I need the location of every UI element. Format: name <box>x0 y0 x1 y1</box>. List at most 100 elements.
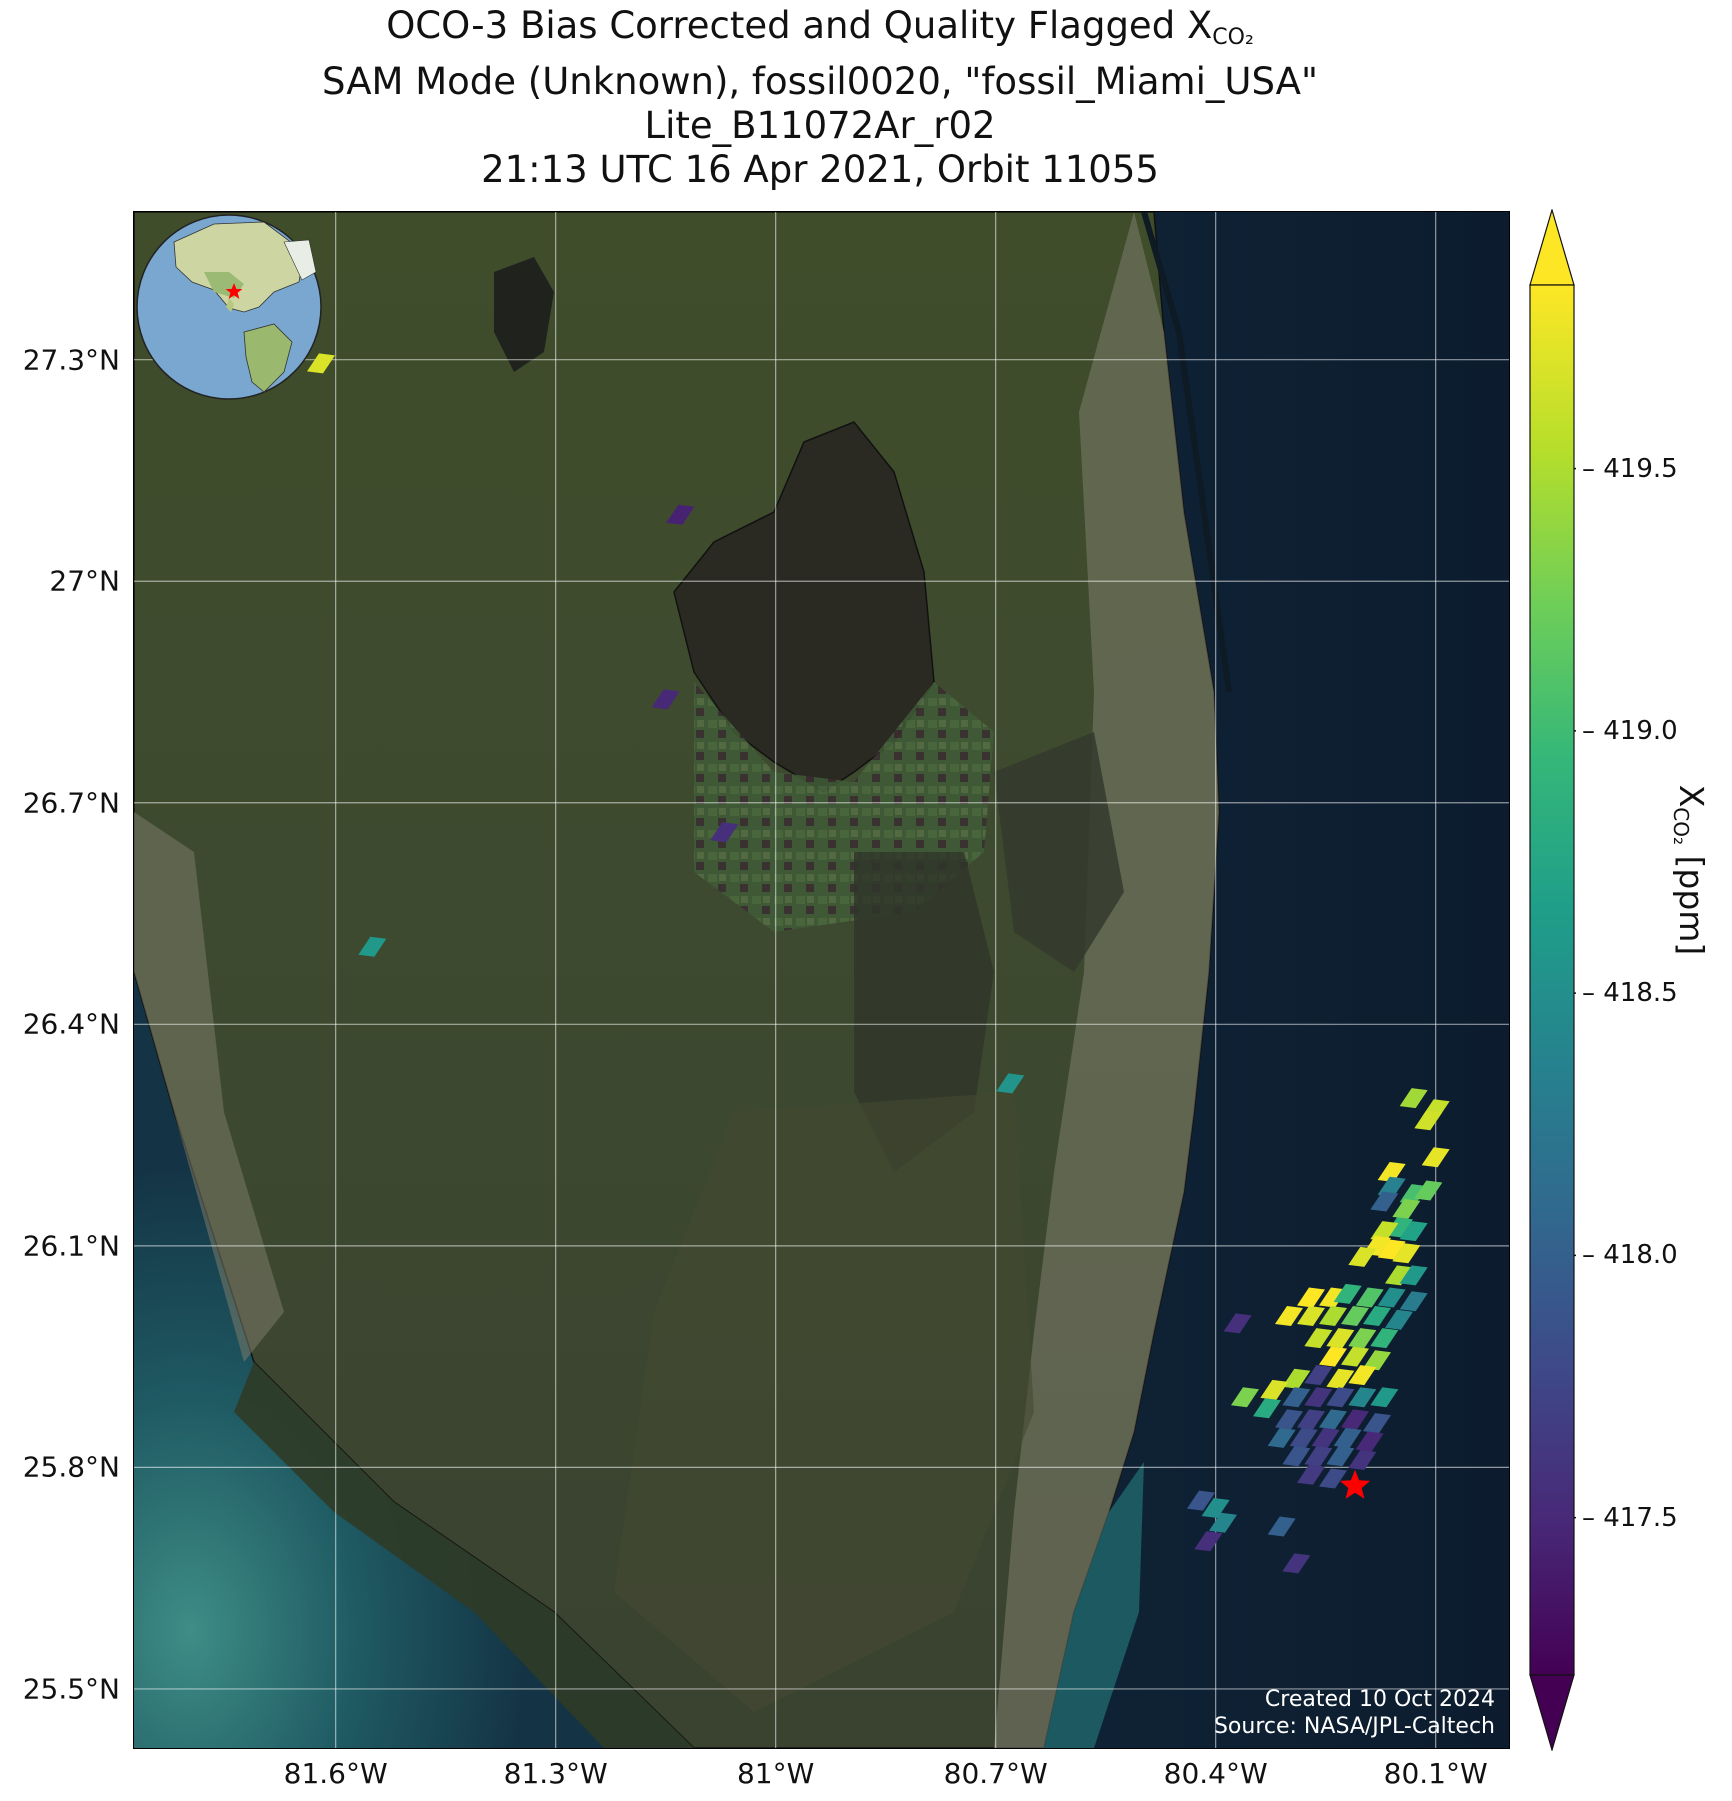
xco2-sounding <box>1311 1427 1340 1448</box>
title-line-1: OCO-3 Bias Corrected and Quality Flagged… <box>386 4 1254 50</box>
xco2-sounding <box>1267 1427 1296 1448</box>
satellite-map <box>134 212 1509 1748</box>
xco2-sounding <box>1341 1409 1369 1430</box>
xco2-sounding <box>1319 1306 1347 1326</box>
xco2-sounding <box>1377 1176 1406 1197</box>
colorbar-extend-max <box>1529 209 1575 286</box>
xco2-sounding <box>1355 1287 1384 1308</box>
xco2-sounding <box>1282 1387 1311 1408</box>
xco2-sounding <box>1319 1346 1347 1367</box>
lon-tick-label: 81.3°W <box>503 1757 608 1790</box>
colorbar-tick-label: – 418.5 <box>1582 978 1678 1009</box>
lat-tick-label: 27°N <box>49 564 120 598</box>
colorbar <box>1529 209 1576 1751</box>
colorbar-label: XCO₂ [ppm] <box>1669 784 1711 956</box>
xco2-sounding <box>651 689 680 710</box>
xco2-sounding <box>1282 1553 1311 1574</box>
map-panel[interactable]: Created 10 Oct 2024 Source: NASA/JPL-Cal… <box>133 211 1510 1749</box>
xco2-sounding <box>1377 1239 1406 1260</box>
xco2-sounding <box>1187 1490 1215 1511</box>
xco2-sounding <box>1385 1309 1413 1330</box>
xco2-sounding <box>1275 1409 1303 1430</box>
xco2-sounding <box>1421 1147 1450 1168</box>
xco2-sounding <box>1399 1221 1428 1242</box>
xco2-sounding <box>1223 1313 1252 1334</box>
xco2-sounding <box>1297 1306 1325 1326</box>
xco2-sounding <box>1297 1464 1325 1485</box>
lat-tick-label: 26.1°N <box>22 1229 120 1263</box>
title-line-4: 21:13 UTC 16 Apr 2021, Orbit 11055 <box>481 148 1159 191</box>
lon-tick-label: 81°W <box>736 1757 815 1790</box>
colorbar-extend-min <box>1529 1674 1575 1751</box>
target-star-marker <box>1339 1469 1371 1499</box>
xco2-sounding <box>1370 1221 1399 1242</box>
title-line-3: Lite_B11072Ar_r02 <box>644 104 996 147</box>
xco2-sounding <box>1319 1409 1347 1430</box>
xco2-sounding <box>1414 1110 1443 1131</box>
xco2-sounding <box>1392 1243 1421 1264</box>
target-star-icon <box>1339 1469 1371 1499</box>
xco2-sounding <box>1385 1265 1413 1286</box>
colorbar-tick-label: – 419.5 <box>1582 453 1678 484</box>
xco2-sounding <box>1297 1409 1325 1430</box>
xco2-sounding <box>1399 1265 1428 1286</box>
xco2-sounding <box>1319 1468 1347 1489</box>
xco2-sounding <box>1348 1365 1377 1386</box>
xco2-sounding <box>1341 1306 1369 1326</box>
xco2-sounding <box>1326 1368 1355 1389</box>
title-line-2: SAM Mode (Unknown), fossil0020, "fossil_… <box>322 60 1318 103</box>
xco2-sounding <box>1377 1162 1406 1182</box>
xco2-sounding <box>1348 1328 1377 1349</box>
xco2-sounding <box>1194 1531 1223 1552</box>
xco2-sounding <box>1333 1283 1362 1304</box>
lon-tick-label: 80.7°W <box>943 1757 1048 1790</box>
xco2-sounding <box>1348 1450 1377 1470</box>
xco2-sounding <box>1304 1328 1333 1349</box>
colorbar-tick-label: – 417.5 <box>1582 1502 1678 1533</box>
xco2-sounding <box>1282 1446 1311 1467</box>
lon-tick-label: 81.6°W <box>283 1757 388 1790</box>
xco2-sounding <box>1209 1512 1237 1533</box>
globe-star-icon <box>225 283 243 299</box>
lat-tick-label: 27.3°N <box>22 343 120 377</box>
xco2-sounding <box>1348 1246 1377 1267</box>
xco2-sounding <box>1253 1398 1281 1419</box>
xco2-sounding <box>1363 1306 1391 1326</box>
xco2-sounding <box>710 822 739 843</box>
xco2-sounding <box>1304 1365 1333 1386</box>
lon-tick-label: 80.1°W <box>1383 1757 1488 1790</box>
xco2-sounding <box>1414 1180 1443 1201</box>
xco2-sounding <box>1282 1368 1311 1389</box>
colorbar-tick-label: – 419.0 <box>1582 715 1678 746</box>
source-credit: Source: NASA/JPL-Caltech <box>1213 1714 1495 1739</box>
lon-tick-label: 80.4°W <box>1163 1757 1268 1790</box>
xco2-sounding <box>1355 1431 1384 1452</box>
xco2-sounding <box>1392 1198 1421 1219</box>
xco2-sounding <box>1267 1516 1296 1537</box>
xco2-sounding <box>1370 1328 1399 1349</box>
created-date: Created 10 Oct 2024 <box>1264 1687 1495 1712</box>
lat-tick-label: 25.5°N <box>22 1672 120 1706</box>
lat-tick-label: 26.7°N <box>22 786 120 820</box>
xco2-sounding <box>1297 1287 1325 1308</box>
xco2-sounding <box>1377 1287 1406 1308</box>
xco2-sounding <box>666 504 695 525</box>
xco2-sounding <box>1304 1387 1333 1408</box>
lat-tick-label: 26.4°N <box>22 1007 120 1041</box>
xco2-sounding <box>1304 1446 1333 1467</box>
map-gridlines <box>134 212 1509 1748</box>
xco2-sounding <box>1289 1427 1318 1448</box>
xco2-sounding <box>1363 1413 1391 1434</box>
chart-title: OCO-3 Bias Corrected and Quality Flagged… <box>132 4 1508 192</box>
xco2-sounding <box>1326 1387 1355 1408</box>
credits: Created 10 Oct 2024 Source: NASA/JPL-Cal… <box>1214 1686 1495 1740</box>
xco2-sounding <box>1326 1446 1355 1467</box>
inset-globe <box>136 214 322 400</box>
xco2-sounding <box>1399 1291 1428 1312</box>
colorbar-tick-label: – 418.0 <box>1582 1240 1678 1271</box>
xco2-sounding <box>1363 1350 1391 1371</box>
colorbar-body <box>1529 284 1575 1676</box>
xco2-sounding <box>1370 1191 1399 1212</box>
xco2-sounding <box>1201 1498 1230 1518</box>
xco2-sounding <box>1326 1328 1355 1349</box>
